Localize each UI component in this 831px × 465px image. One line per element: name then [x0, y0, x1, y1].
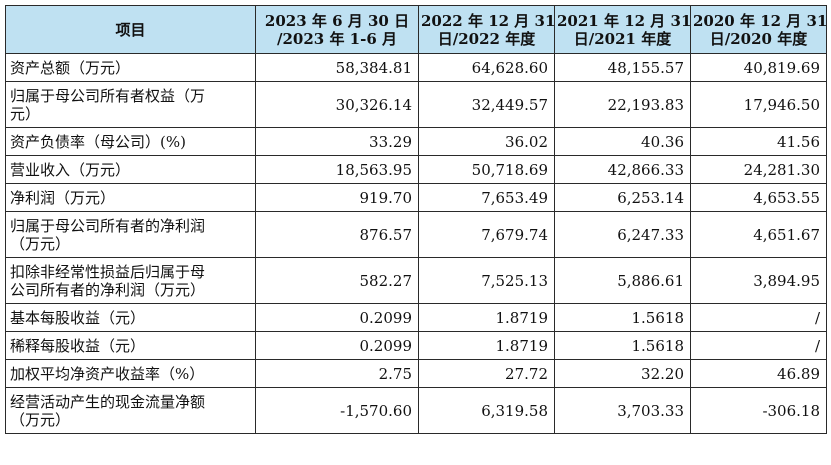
header-period-line: 2020 年 12 月 31 [693, 11, 828, 30]
row-value: 46.89 [690, 359, 827, 388]
row-value: 6,319.58 [418, 387, 555, 434]
row-value: 17,946.50 [690, 81, 827, 128]
row-value: 33.29 [255, 127, 419, 156]
row-label-line: 资产总额（万元） [10, 58, 131, 77]
row-label-line: 加权平均净资产收益率（%） [10, 364, 205, 383]
header-period-line: 2021 年 12 月 31 [557, 11, 692, 30]
table-row: 净利润（万元） 919.70 7,653.49 6,253.14 4,653.55 [5, 183, 827, 212]
row-value: 3,703.33 [554, 387, 691, 434]
row-label-line: 归属于母公司所有者权益（万 [10, 86, 206, 105]
header-period-line: 日/2020 年度 [709, 29, 808, 48]
header-item: 项目 [5, 5, 256, 54]
header-period-2022: 2022 年 12 月 31 日/2022 年度 [418, 5, 556, 54]
header-period-2020: 2020 年 12 月 31 日/2020 年度 [690, 5, 828, 54]
row-value: -1,570.60 [255, 387, 419, 434]
table-row: 基本每股收益（元） 0.2099 1.8719 1.5618/ [5, 303, 827, 332]
row-value: / [690, 331, 827, 360]
financial-summary-table: 项目 2023 年 6 月 30 日 /2023 年 1-6 月 2022 年 … [5, 5, 827, 434]
row-label: 资产总额（万元） [5, 53, 256, 82]
row-value: 6,253.14 [554, 183, 691, 212]
row-label: 稀释每股收益（元） [5, 331, 256, 360]
row-label-line: 基本每股收益（元） [10, 308, 146, 327]
header-period-line: /2023 年 1-6 月 [277, 29, 397, 48]
table-row: 营业收入（万元） 18,563.95 50,718.69 42,866.33 24,28… [5, 155, 827, 184]
row-label: 归属于母公司所有者权益（万 元） [5, 81, 256, 128]
row-value: 36.02 [418, 127, 555, 156]
header-period-2023h1: 2023 年 6 月 30 日 /2023 年 1-6 月 [255, 5, 419, 54]
row-value: 1.5618 [554, 303, 691, 332]
row-label-line: （万元） [10, 410, 71, 429]
row-value: 40.36 [554, 127, 691, 156]
row-value: 919.70 [255, 183, 419, 212]
row-value: 582.27 [255, 257, 419, 304]
row-label-line: （万元） [10, 234, 71, 253]
row-value: 41.56 [690, 127, 827, 156]
row-label: 营业收入（万元） [5, 155, 256, 184]
row-value: 5,886.61 [554, 257, 691, 304]
row-label-line: 稀释每股收益（元） [10, 336, 146, 355]
row-value: 58,384.81 [255, 53, 419, 82]
row-value: 50,718.69 [418, 155, 555, 184]
table-row: 归属于母公司所有者的净利润 （万元） 876.57 7,679.74 6,247.33 4… [5, 211, 827, 258]
row-value: / [690, 303, 827, 332]
row-value: 0.2099 [255, 331, 419, 360]
row-value: 7,525.13 [418, 257, 555, 304]
table-row: 加权平均净资产收益率（%） 2.75 27.72 32.20 46.89 [5, 359, 827, 388]
row-label-line: 扣除非经常性损益后归属于母 [10, 262, 206, 281]
table-row: 归属于母公司所有者权益（万 元） 30,326.14 32,449.57 22,193.… [5, 81, 827, 128]
row-label: 加权平均净资产收益率（%） [5, 359, 256, 388]
row-value: 3,894.95 [690, 257, 827, 304]
row-value: -306.18 [690, 387, 827, 434]
row-value: 1.8719 [418, 303, 555, 332]
table-row: 扣除非经常性损益后归属于母 公司所有者的净利润（万元） 582.27 7,525.13… [5, 257, 827, 304]
table-row: 资产负债率（母公司）(%) 33.29 36.02 40.36 41.56 [5, 127, 827, 156]
header-period-line: 日/2021 年度 [573, 29, 672, 48]
table-row: 稀释每股收益（元） 0.2099 1.8719 1.5618/ [5, 331, 827, 360]
row-label-line: 归属于母公司所有者的净利润 [10, 216, 206, 235]
row-label: 扣除非经常性损益后归属于母 公司所有者的净利润（万元） [5, 257, 256, 304]
row-label-line: 净利润（万元） [10, 188, 116, 207]
row-label: 归属于母公司所有者的净利润 （万元） [5, 211, 256, 258]
row-value: 32.20 [554, 359, 691, 388]
row-value: 1.8719 [418, 331, 555, 360]
row-value: 27.72 [418, 359, 555, 388]
row-label: 基本每股收益（元） [5, 303, 256, 332]
header-period-line: 2022 年 12 月 31 [421, 11, 556, 30]
row-label-line: 经营活动产生的现金流量净额 [10, 392, 206, 411]
row-label: 资产负债率（母公司）(%) [5, 127, 256, 156]
row-value: 22,193.83 [554, 81, 691, 128]
header-period-line: 日/2022 年度 [437, 29, 536, 48]
row-label: 经营活动产生的现金流量净额 （万元） [5, 387, 256, 434]
row-label-line: 公司所有者的净利润（万元） [10, 280, 206, 299]
header-period-line: 2023 年 6 月 30 日 [264, 11, 410, 30]
header-period-2021: 2021 年 12 月 31 日/2021 年度 [554, 5, 692, 54]
table-row: 资产总额（万元） 58,384.81 64,628.60 48,155.57 40,81… [5, 53, 827, 82]
row-value: 42,866.33 [554, 155, 691, 184]
table-row: 经营活动产生的现金流量净额 （万元） -1,570.60 6,319.58 3,703.… [5, 387, 827, 434]
row-value: 7,679.74 [418, 211, 555, 258]
row-label-line: 资产负债率（母公司）(%) [10, 132, 186, 151]
row-value: 18,563.95 [255, 155, 419, 184]
row-value: 30,326.14 [255, 81, 419, 128]
row-value: 4,653.55 [690, 183, 827, 212]
row-value: 64,628.60 [418, 53, 555, 82]
row-label: 净利润（万元） [5, 183, 256, 212]
row-value: 4,651.67 [690, 211, 827, 258]
row-label-line: 元） [10, 104, 41, 123]
table-body: 资产总额（万元） 58,384.81 64,628.60 48,155.57 40,81… [5, 53, 827, 434]
row-value: 40,819.69 [690, 53, 827, 82]
row-value: 7,653.49 [418, 183, 555, 212]
row-value: 0.2099 [255, 303, 419, 332]
row-label-line: 营业收入（万元） [10, 160, 131, 179]
row-value: 1.5618 [554, 331, 691, 360]
table-header-row: 项目 2023 年 6 月 30 日 /2023 年 1-6 月 2022 年 … [5, 5, 828, 54]
row-value: 24,281.30 [690, 155, 827, 184]
row-value: 48,155.57 [554, 53, 691, 82]
row-value: 2.75 [255, 359, 419, 388]
row-value: 32,449.57 [418, 81, 555, 128]
row-value: 876.57 [255, 211, 419, 258]
row-value: 6,247.33 [554, 211, 691, 258]
